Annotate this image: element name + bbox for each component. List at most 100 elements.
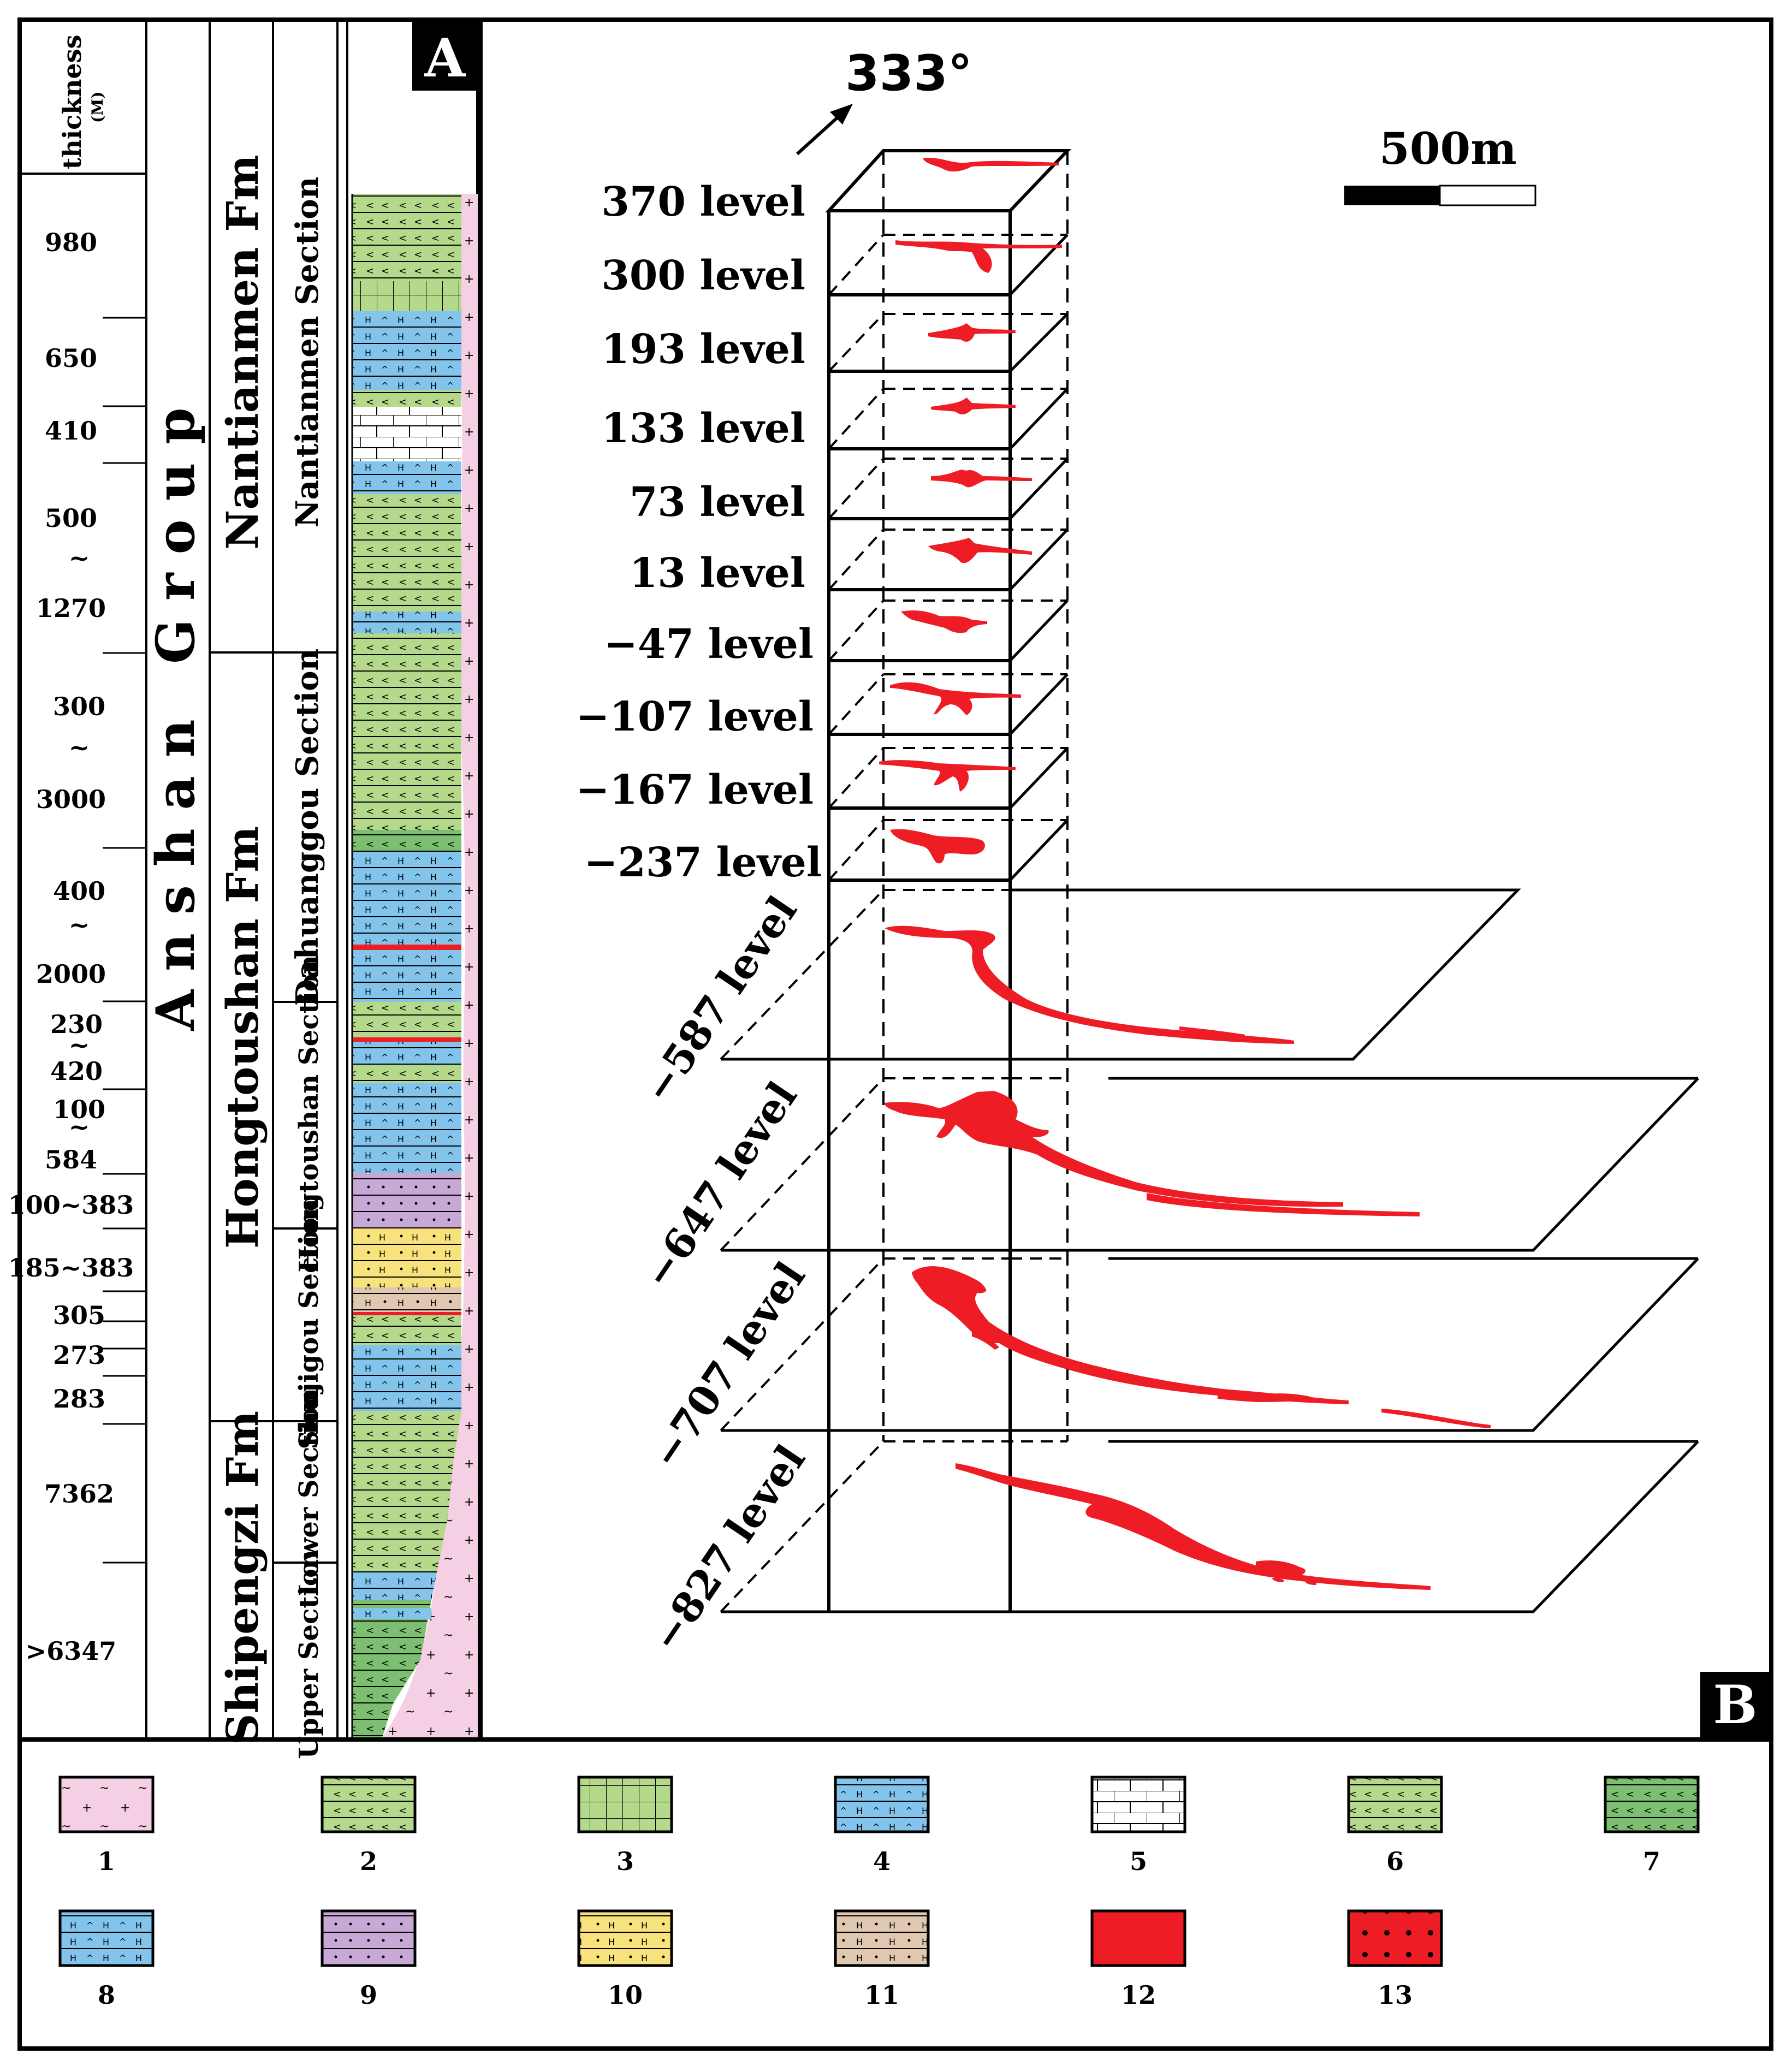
thickness-value: 283 xyxy=(53,1384,105,1414)
formation-nantianmen: Nantianmen Fm xyxy=(217,155,268,549)
scale-bar-white xyxy=(1439,185,1536,206)
legend-item-2: 2 xyxy=(321,1776,417,1876)
lower-planes xyxy=(720,888,1699,1613)
legend-number: 1 xyxy=(98,1847,115,1876)
orebodies-upper xyxy=(879,157,1062,864)
thickness-ticks xyxy=(103,317,146,1564)
legend-number: 7 xyxy=(1643,1847,1660,1876)
section-shujigou: Shujigou Section xyxy=(294,1199,324,1450)
thickness-value: 980 xyxy=(45,228,97,257)
strat-column xyxy=(351,194,478,1737)
legend-item-6: 6 xyxy=(1347,1776,1443,1876)
thickness-value: 2000 xyxy=(36,959,106,989)
thickness-value: >6347 xyxy=(26,1636,117,1666)
panel-a-label: A xyxy=(424,27,466,89)
thickness-value: 300 xyxy=(53,692,105,721)
legend-number: 4 xyxy=(873,1847,891,1876)
north-arrow xyxy=(796,110,845,156)
thickness-value: 100~383 xyxy=(8,1190,134,1220)
level-labels-upper: 370 level 300 level 193 level 133 level … xyxy=(575,179,822,886)
level-label: 133 level xyxy=(601,405,805,452)
ore-layer xyxy=(352,945,461,950)
granite-body xyxy=(382,194,478,1737)
panel-b-label-box xyxy=(1700,1672,1770,1737)
thickness-value: 650 xyxy=(45,343,97,373)
legend-frame xyxy=(17,1737,1773,2051)
thickness-value: 420 xyxy=(50,1056,103,1086)
legend-number: 9 xyxy=(360,1980,377,2010)
thickness-unit: (M) xyxy=(88,92,106,123)
legend-item-13: 13 xyxy=(1347,1909,1443,2010)
legend-number: 10 xyxy=(608,1980,643,2010)
panel-b-label: B xyxy=(1713,1674,1757,1736)
legend-item-12: 12 xyxy=(1090,1909,1186,2010)
section-nantianmen: Nantianmen Section xyxy=(289,177,325,528)
legend-item-4: 4 xyxy=(834,1776,930,1876)
legend-item-8: 8 xyxy=(58,1909,155,2010)
legend-number: 3 xyxy=(616,1847,634,1876)
thickness-value: 273 xyxy=(53,1340,105,1370)
scale-label: 500m xyxy=(1379,123,1517,174)
ore-layer xyxy=(352,1037,461,1042)
formation-shipengzi: Shipengzi Fm xyxy=(217,1411,268,1745)
thickness-value: 410 xyxy=(45,416,97,446)
panel-a: thickness (M) 980 650 410 500 ~ 1270 300… xyxy=(8,17,483,1759)
ore-layer xyxy=(352,1312,461,1315)
thickness-value: ~ xyxy=(69,543,90,573)
formation-hongtoushan: Hongtoushan Fm xyxy=(217,826,268,1249)
section-hongtoushan: Hongtoushan Section xyxy=(294,955,324,1272)
level-label: −827 level xyxy=(643,1436,815,1660)
level-label: 370 level xyxy=(601,179,805,225)
legend-number: 2 xyxy=(360,1847,377,1876)
thickness-value: 100 xyxy=(53,1095,105,1124)
thickness-value: ~ xyxy=(69,1112,90,1142)
level-label: 300 level xyxy=(601,252,805,299)
panel-b: 333° 500m xyxy=(478,17,1773,1742)
scale-bar-black xyxy=(1344,186,1440,205)
legend-number: 5 xyxy=(1130,1847,1147,1876)
legend-item-3: 3 xyxy=(577,1776,673,1876)
thickness-value: 1270 xyxy=(36,593,106,623)
legend-number: 11 xyxy=(864,1980,899,2010)
legend-item-7: 7 xyxy=(1604,1776,1700,1876)
panel-a-label-box xyxy=(412,22,478,91)
thickness-value: 230 xyxy=(50,1010,103,1039)
group-name: Anshan Group xyxy=(145,389,206,1031)
thickness-value: 7362 xyxy=(44,1479,114,1509)
legend-number: 6 xyxy=(1386,1847,1404,1876)
thickness-value: 3000 xyxy=(36,785,106,814)
level-labels-lower: −587 level −647 level −707 level −827 le… xyxy=(634,888,815,1660)
level-label: −107 level xyxy=(575,693,814,740)
arrow-head-icon xyxy=(830,104,853,124)
legend: 1 2 3 4 5 6 7 8 xyxy=(17,1737,1773,2051)
thickness-value: ~ xyxy=(69,733,90,762)
direction-label: 333° xyxy=(845,45,972,102)
legend-number: 8 xyxy=(98,1980,115,2010)
legend-number: 13 xyxy=(1378,1980,1413,2010)
level-label: −167 level xyxy=(575,767,814,814)
legend-item-1: 1 xyxy=(58,1776,155,1876)
level-label: 73 level xyxy=(630,479,805,526)
thickness-value: 500 xyxy=(45,503,97,533)
section-dahuanggou: Dahuanggou Section xyxy=(289,649,325,1006)
thickness-values: 980 650 410 500 ~ 1270 300 ~ 3000 400 ~ … xyxy=(8,228,134,1666)
level-label: −587 level xyxy=(634,888,806,1111)
legend-item-10: 10 xyxy=(577,1909,673,2010)
level-label: 13 level xyxy=(630,550,805,597)
legend-item-5: 5 xyxy=(1090,1776,1186,1876)
thickness-value: 400 xyxy=(53,876,105,906)
thickness-value: ~ xyxy=(69,1030,90,1060)
level-label: −47 level xyxy=(604,621,814,668)
level-label: 193 level xyxy=(601,326,805,373)
section-upper: Upper Section xyxy=(294,1550,324,1759)
thickness-header: thickness xyxy=(57,34,87,169)
orebodies-lower xyxy=(885,925,1491,1590)
section-lower: Lower Section xyxy=(294,1388,324,1596)
legend-item-11: 11 xyxy=(834,1909,930,2010)
level-label: −237 level xyxy=(584,839,822,886)
thickness-value: ~ xyxy=(69,910,90,940)
thickness-value: 305 xyxy=(53,1301,105,1330)
thickness-value: 185~383 xyxy=(8,1253,134,1283)
upper-block xyxy=(825,149,1072,1612)
